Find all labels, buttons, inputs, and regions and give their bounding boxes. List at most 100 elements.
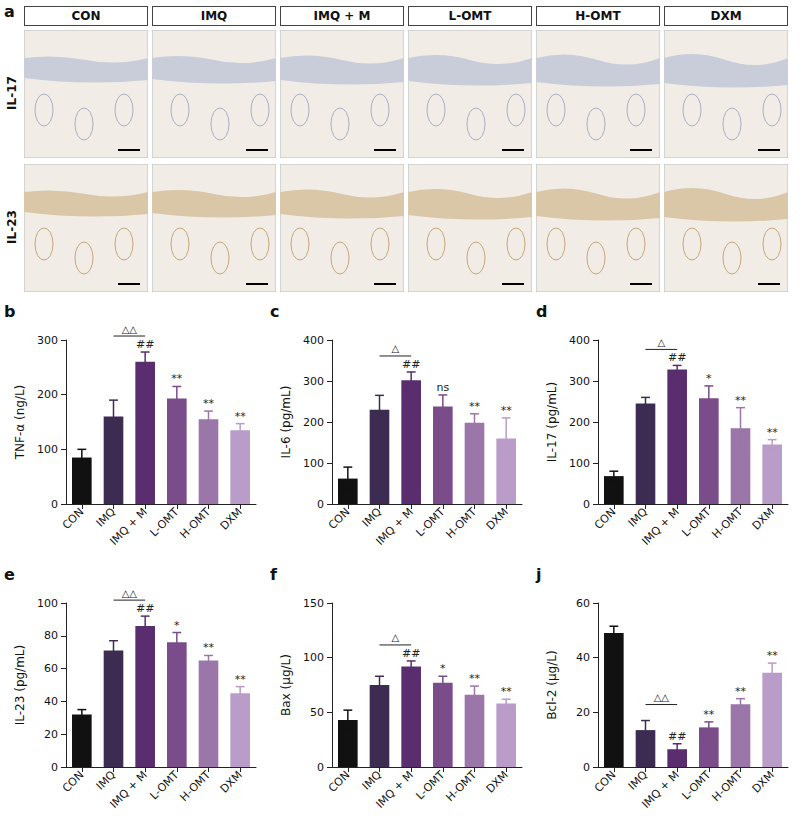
svg-text:200: 200 [303,416,324,429]
svg-text:*: * [174,619,180,632]
svg-text:**: ** [235,673,247,686]
svg-text:△: △ [391,632,399,643]
svg-text:IL-6 (pg/mL): IL-6 (pg/mL) [279,386,293,459]
svg-text:IMQ + M: IMQ + M [107,505,149,547]
svg-text:DXM: DXM [218,768,245,795]
svg-text:200: 200 [569,416,590,429]
svg-text:**: ** [203,641,215,654]
svg-text:IMQ: IMQ [94,505,119,530]
svg-text:60: 60 [44,662,58,675]
svg-text:**: ** [501,685,513,698]
svg-text:300: 300 [569,375,590,388]
svg-text:CON: CON [592,505,619,532]
svg-text:0: 0 [51,498,58,511]
svg-text:H-OMT: H-OMT [443,505,479,541]
svg-text:100: 100 [37,443,58,456]
svg-text:L-OMT: L-OMT [679,505,713,539]
svg-text:**: ** [767,426,779,439]
svg-text:DXM: DXM [218,505,245,532]
svg-text:L-OMT: L-OMT [147,505,181,539]
svg-text:*: * [440,662,446,675]
svg-text:CON: CON [326,768,353,795]
svg-text:L-OMT: L-OMT [413,505,447,539]
svg-text:0: 0 [317,761,324,774]
svg-text:100: 100 [569,457,590,470]
svg-text:L-OMT: L-OMT [147,768,181,802]
svg-text:**: ** [703,708,715,721]
svg-text:**: ** [469,672,481,685]
svg-text:0: 0 [51,761,58,774]
svg-text:IMQ + M: IMQ + M [373,505,415,547]
svg-text:L-OMT: L-OMT [679,768,713,802]
svg-text:IMQ + M: IMQ + M [107,768,149,810]
svg-text:50: 50 [310,706,324,719]
svg-text:##: ## [668,351,686,364]
svg-text:IMQ: IMQ [626,505,651,530]
svg-text:TNF-α (ng/L): TNF-α (ng/L) [13,385,27,461]
svg-text:CON: CON [60,505,87,532]
svg-text:**: ** [767,649,779,662]
svg-text:80: 80 [44,629,58,642]
svg-text:△△: △△ [122,588,138,599]
svg-text:**: ** [501,404,513,417]
svg-text:IMQ + M: IMQ + M [373,768,415,810]
svg-text:100: 100 [303,651,324,664]
svg-text:DXM: DXM [484,505,511,532]
svg-text:40: 40 [576,651,590,664]
svg-text:CON: CON [60,768,87,795]
svg-text:##: ## [668,730,686,743]
svg-text:CON: CON [326,505,353,532]
svg-text:##: ## [136,338,154,351]
svg-text:H-OMT: H-OMT [177,505,213,541]
svg-text:100: 100 [303,457,324,470]
svg-text:△: △ [657,337,665,348]
svg-text:△△: △△ [122,324,138,335]
svg-text:DXM: DXM [484,768,511,795]
svg-text:**: ** [235,410,247,423]
svg-text:DXM: DXM [750,505,777,532]
svg-text:IMQ: IMQ [360,768,385,793]
svg-text:Bax (μg/L): Bax (μg/L) [279,654,293,716]
svg-text:0: 0 [317,498,324,511]
svg-text:IMQ + M: IMQ + M [639,768,681,810]
svg-text:##: ## [402,647,420,660]
svg-text:20: 20 [44,728,58,741]
svg-text:△△: △△ [654,692,670,703]
svg-text:200: 200 [37,388,58,401]
svg-text:##: ## [402,358,420,371]
svg-text:△: △ [391,343,399,354]
svg-text:20: 20 [576,706,590,719]
svg-text:60: 60 [576,597,590,610]
svg-text:**: ** [469,400,481,413]
svg-text:H-OMT: H-OMT [177,768,213,804]
svg-text:IL-17 (pg/mL): IL-17 (pg/mL) [545,382,559,462]
svg-text:H-OMT: H-OMT [443,768,479,804]
svg-text:IMQ: IMQ [94,768,119,793]
svg-text:40: 40 [44,695,58,708]
svg-text:400: 400 [569,334,590,347]
svg-text:**: ** [171,372,183,385]
svg-text:300: 300 [303,375,324,388]
svg-text:IL-23 (pg/mL): IL-23 (pg/mL) [13,645,27,725]
svg-text:100: 100 [37,597,58,610]
svg-text:H-OMT: H-OMT [709,505,745,541]
svg-text:DXM: DXM [750,768,777,795]
svg-text:**: ** [203,397,215,410]
svg-text:H-OMT: H-OMT [709,768,745,804]
svg-text:0: 0 [583,761,590,774]
svg-text:IMQ + M: IMQ + M [639,505,681,547]
svg-text:0: 0 [583,498,590,511]
svg-text:CON: CON [592,768,619,795]
svg-text:ns: ns [436,381,449,394]
svg-text:400: 400 [303,334,324,347]
svg-text:**: ** [735,685,747,698]
svg-text:150: 150 [303,597,324,610]
svg-text:IMQ: IMQ [626,768,651,793]
svg-text:IMQ: IMQ [360,505,385,530]
svg-text:L-OMT: L-OMT [413,768,447,802]
svg-text:**: ** [735,394,747,407]
svg-text:##: ## [136,602,154,615]
svg-text:*: * [706,372,712,385]
svg-text:300: 300 [37,334,58,347]
svg-text:Bcl-2 (μg/L): Bcl-2 (μg/L) [545,650,559,719]
